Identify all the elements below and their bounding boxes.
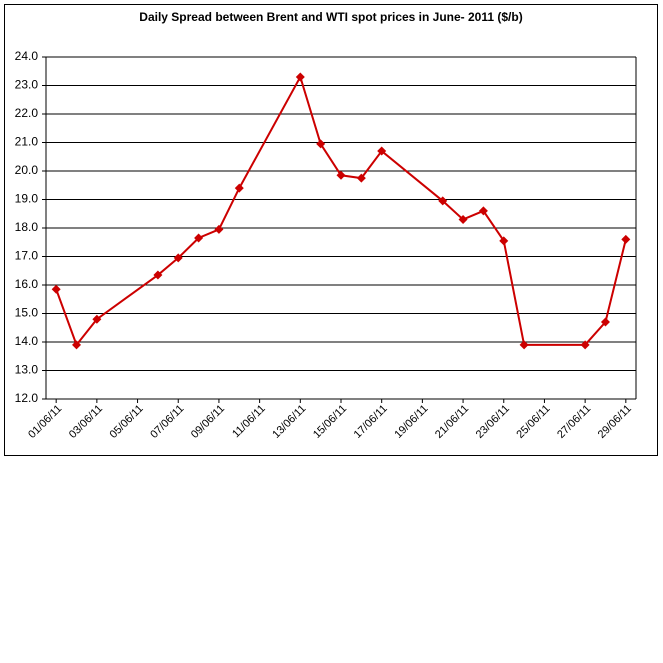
chart-title: Daily Spread between Brent and WTI spot … (139, 10, 522, 24)
data-point (519, 340, 529, 350)
data-point (458, 214, 468, 224)
data-point (377, 146, 387, 156)
data-point (194, 233, 204, 243)
y-tick-label: 24.0 (15, 49, 39, 63)
y-tick-label: 18.0 (15, 220, 39, 234)
y-tick-label: 21.0 (15, 135, 39, 149)
y-tick-label: 15.0 (15, 306, 39, 320)
y-tick-label: 16.0 (15, 277, 39, 291)
data-point (72, 340, 82, 350)
data-point (92, 314, 102, 324)
data-point (438, 196, 448, 206)
y-tick-label: 12.0 (15, 391, 39, 405)
y-tick-label: 14.0 (15, 334, 39, 348)
y-tick-label: 13.0 (15, 363, 39, 377)
y-tick-label: 20.0 (15, 163, 39, 177)
data-point (153, 270, 163, 280)
data-point (336, 170, 346, 180)
y-tick-label: 23.0 (15, 78, 39, 92)
data-point (356, 173, 366, 183)
data-point (316, 139, 326, 149)
chart-border (4, 4, 658, 456)
data-point (51, 284, 61, 294)
data-point (214, 224, 224, 234)
data-point (234, 183, 244, 193)
data-point (580, 340, 590, 350)
data-point (600, 317, 610, 327)
data-point (295, 72, 305, 82)
data-point (478, 206, 488, 216)
y-tick-label: 19.0 (15, 192, 39, 206)
data-point (173, 253, 183, 263)
y-tick-label: 17.0 (15, 249, 39, 263)
data-point (499, 236, 509, 246)
y-tick-label: 22.0 (15, 106, 39, 120)
data-point (621, 234, 631, 244)
